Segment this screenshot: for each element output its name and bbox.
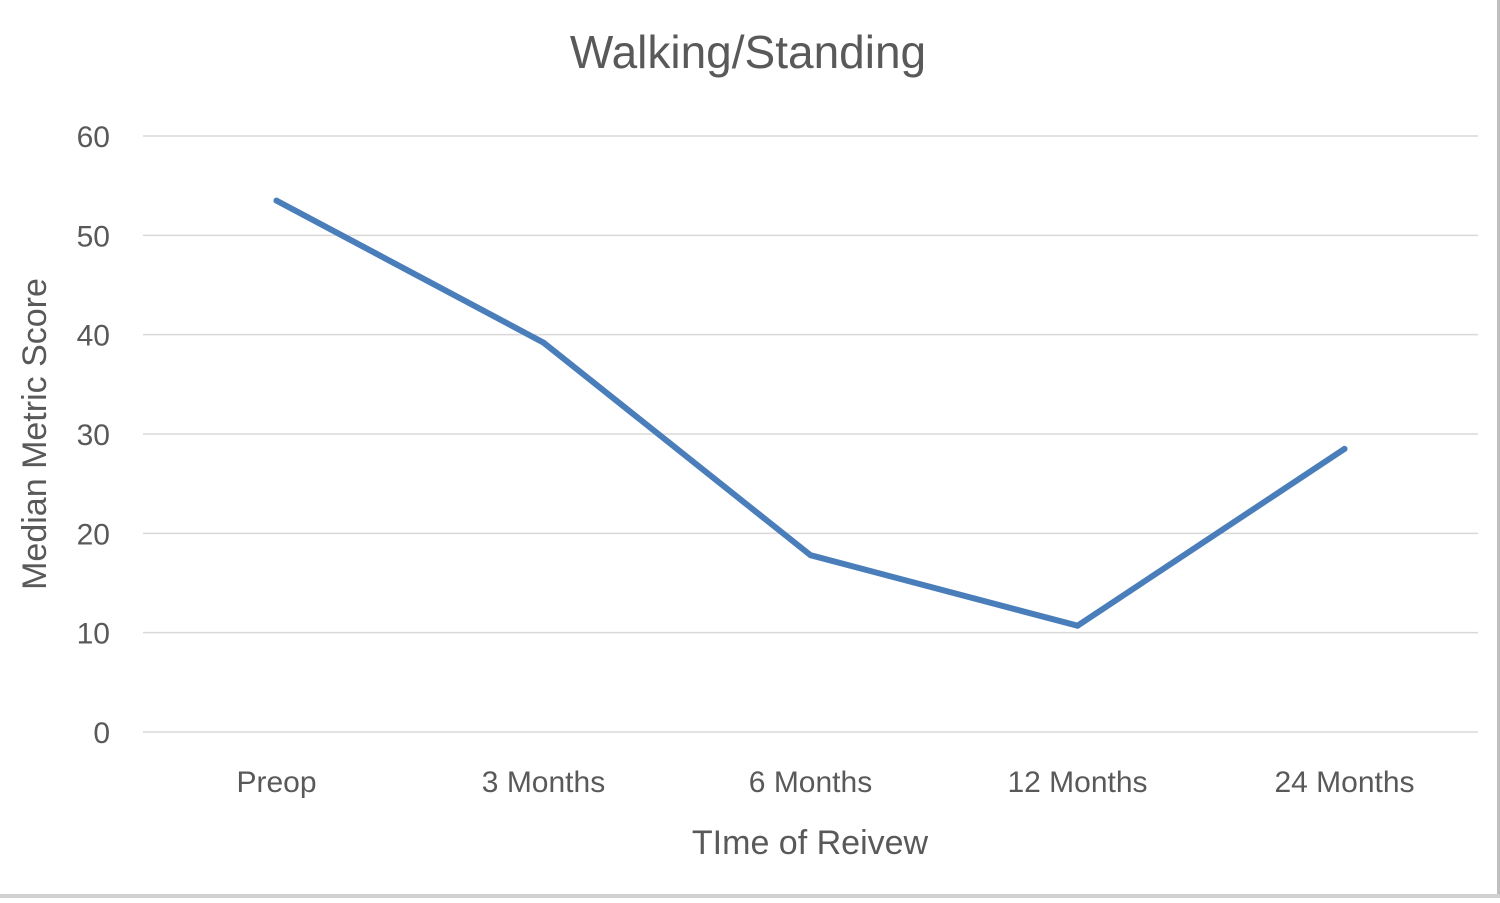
bottom-border — [0, 894, 1500, 898]
y-axis-ticks: 0 10 20 30 40 50 60 — [77, 121, 110, 750]
x-axis-label: TIme of Reivew — [692, 824, 929, 862]
y-tick-label: 60 — [77, 121, 110, 154]
x-tick-label: 24 Months — [1274, 766, 1414, 799]
y-tick-label: 50 — [77, 220, 110, 253]
data-point — [1074, 622, 1081, 629]
data-point — [273, 197, 280, 204]
data-point — [1341, 445, 1348, 452]
series-layer — [273, 197, 1348, 629]
right-border — [1497, 0, 1500, 898]
y-tick-label: 0 — [93, 717, 110, 750]
chart-title: Walking/Standing — [570, 26, 926, 78]
y-tick-label: 30 — [77, 419, 110, 452]
y-tick-label: 20 — [77, 518, 110, 551]
y-axis-label: Median Metric Score — [16, 278, 54, 590]
data-point — [807, 552, 814, 559]
x-axis-ticks: Preop 3 Months 6 Months 12 Months 24 Months — [236, 766, 1414, 799]
y-tick-label: 10 — [77, 618, 110, 651]
data-point — [540, 339, 547, 346]
x-tick-label: 3 Months — [482, 766, 605, 799]
x-tick-label: Preop — [236, 766, 316, 799]
x-tick-label: 12 Months — [1007, 766, 1147, 799]
gridlines — [143, 135, 1478, 733]
y-tick-label: 40 — [77, 320, 110, 353]
series-line-0 — [273, 197, 1348, 629]
x-tick-label: 6 Months — [749, 766, 872, 799]
